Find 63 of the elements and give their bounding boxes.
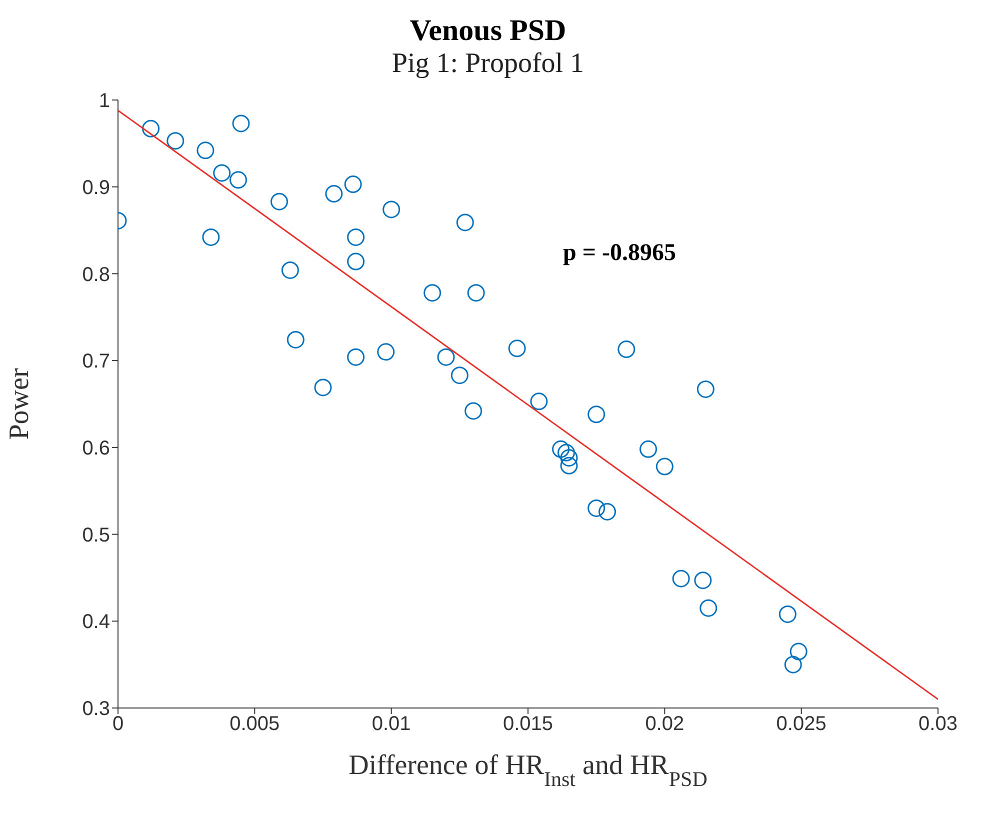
x-tick-label: 0.005 bbox=[230, 713, 280, 736]
point bbox=[202, 228, 220, 246]
point bbox=[696, 380, 714, 398]
x-tick-label: 0.025 bbox=[776, 713, 826, 736]
point bbox=[325, 185, 343, 203]
point bbox=[230, 171, 248, 189]
point bbox=[656, 458, 674, 476]
point bbox=[344, 176, 362, 193]
point bbox=[784, 656, 802, 674]
annotation: p = -0.8965 bbox=[563, 240, 676, 267]
point bbox=[382, 200, 400, 218]
x-tick-label: 0.02 bbox=[645, 713, 684, 736]
point bbox=[314, 378, 332, 396]
point bbox=[464, 402, 482, 420]
point bbox=[142, 120, 160, 138]
point bbox=[508, 340, 526, 358]
point bbox=[598, 502, 616, 520]
point bbox=[694, 572, 712, 590]
point bbox=[588, 406, 606, 424]
point bbox=[558, 444, 576, 462]
point bbox=[700, 599, 718, 617]
chart-title: Venous PSD bbox=[408, 14, 568, 48]
point bbox=[281, 261, 299, 279]
y-tick-label: 1 bbox=[98, 90, 110, 112]
x-tick-label: 0.01 bbox=[372, 713, 411, 736]
x-axis-title: Difference of HR$_{Inst}$ and HR$_{PSD}$ bbox=[348, 750, 708, 791]
point bbox=[560, 449, 578, 467]
point bbox=[166, 132, 184, 150]
point bbox=[450, 366, 468, 384]
y-tick-label: 0.4 bbox=[82, 611, 110, 634]
point bbox=[790, 642, 808, 660]
y-tick-label: 0.5 bbox=[82, 524, 110, 546]
point bbox=[640, 440, 658, 458]
point bbox=[270, 192, 288, 210]
point bbox=[196, 142, 214, 160]
point bbox=[424, 284, 442, 302]
x-tick-label: 0 bbox=[112, 713, 124, 736]
y-tick-label: 0.8 bbox=[82, 264, 110, 286]
y-tick-label: 0.7 bbox=[82, 350, 110, 373]
point bbox=[552, 440, 570, 458]
y-tick-label: 0.6 bbox=[82, 438, 110, 460]
point bbox=[588, 499, 606, 517]
point bbox=[618, 340, 636, 358]
point bbox=[672, 570, 690, 588]
point bbox=[347, 252, 365, 270]
point bbox=[437, 348, 455, 366]
point bbox=[286, 330, 304, 348]
point bbox=[347, 228, 365, 246]
x-tick-label: 0.03 bbox=[918, 713, 958, 736]
point bbox=[560, 456, 578, 474]
point bbox=[467, 284, 485, 302]
point bbox=[456, 214, 474, 232]
x-tick-label: 0.015 bbox=[502, 713, 554, 736]
point bbox=[530, 392, 548, 410]
point bbox=[232, 114, 250, 132]
point bbox=[778, 605, 796, 623]
y-axis-title: Power bbox=[4, 368, 35, 440]
chart-subtitle: Pig 1: Propofol 1 bbox=[390, 48, 586, 80]
point bbox=[377, 343, 395, 361]
point bbox=[347, 348, 365, 366]
point bbox=[213, 164, 231, 182]
y-tick-label: 0.3 bbox=[82, 698, 110, 720]
y-tick-label: 0.9 bbox=[82, 176, 110, 199]
